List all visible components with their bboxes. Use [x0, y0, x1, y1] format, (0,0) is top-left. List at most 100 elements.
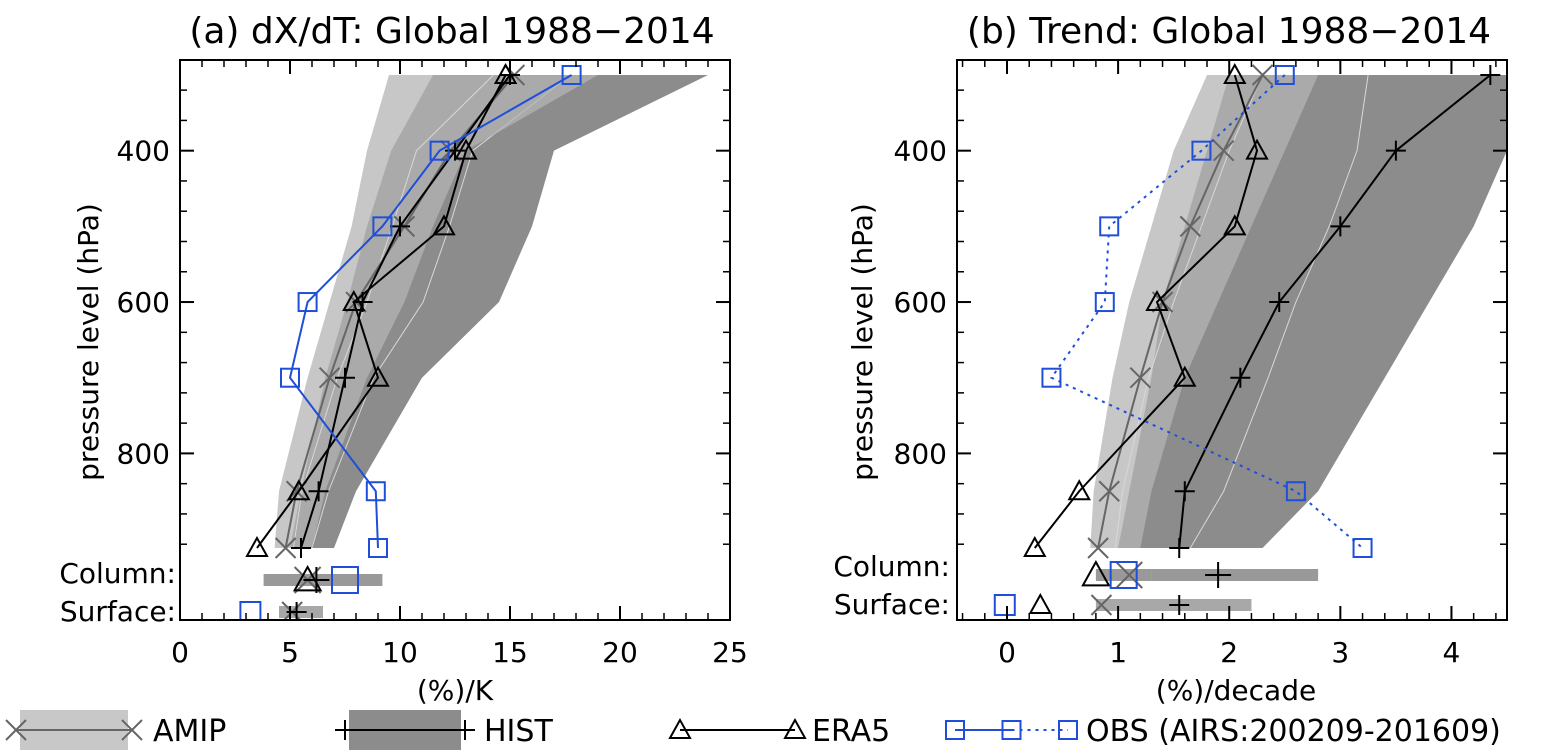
point-hist-a: [390, 216, 410, 237]
series-line-obs-b: [1049, 74, 1364, 549]
plot-frame-a: [179, 59, 731, 621]
point-obs-b: [1191, 140, 1212, 161]
hist-band-center-b: [1189, 74, 1369, 549]
legend: AMIP HIST ERA5 OBS (AIRS:200209-201609): [5, 710, 1501, 750]
point-obs-b: [1352, 538, 1373, 558]
legend-label-obs: OBS (AIRS:200209-201609): [1086, 714, 1501, 749]
column-point-era5-b: [1081, 559, 1111, 587]
point-hist-b: [1269, 292, 1290, 313]
point-amip-b: [1087, 537, 1109, 559]
point-hist-b: [1174, 481, 1195, 502]
y-tick-label-b: 800: [894, 437, 947, 470]
point-obs-a: [429, 140, 450, 161]
surface-row-label-a: Surface:: [60, 595, 176, 628]
x-tick-label-a: 0: [171, 636, 189, 669]
point-hist-b: [1230, 367, 1251, 388]
column-row-label-a: Column:: [59, 557, 176, 590]
point-hist-b: [1385, 140, 1406, 161]
point-era5-b: [1223, 214, 1247, 236]
column-point-hist-b: [1205, 562, 1232, 588]
legend-marker-3: [1058, 720, 1078, 740]
point-era5-a: [432, 214, 456, 236]
y-tick-label-b: 400: [894, 135, 947, 168]
legend-marker-2: [668, 717, 692, 739]
point-era5-a: [366, 365, 390, 387]
x-tick-label-a: 5: [281, 636, 299, 669]
x-tick-label-b: 0: [998, 636, 1016, 669]
column-range-hist-b: [1151, 569, 1319, 581]
x-tick-label-a: 15: [492, 636, 528, 669]
point-hist-a: [335, 367, 355, 388]
legend-label-era5: ERA5: [812, 714, 890, 749]
point-obs-b: [1274, 65, 1295, 85]
legend-marker-0: [121, 719, 143, 741]
column-point-obs-a: [331, 566, 359, 594]
legend-marker-2: [783, 717, 807, 739]
surface-point-obs-a: [239, 601, 262, 620]
column-point-obs-b: [1109, 561, 1138, 589]
chart-title-b: (b) Trend: Global 1988−2014: [967, 11, 1491, 52]
point-era5-a: [287, 479, 311, 501]
surface-range-hist-b: [1129, 599, 1252, 611]
x-tick-label-b: 4: [1443, 636, 1461, 669]
plot-area-b: 0 1 2 3 4 400 600 800: [894, 59, 1508, 669]
point-obs-a: [297, 292, 318, 313]
legend-marker-1: [335, 720, 355, 740]
plot-inner-b: [993, 62, 1507, 616]
y-tick-label-a: 600: [117, 286, 170, 319]
x-tick-label-b: 3: [1331, 636, 1349, 669]
x-tick-label-b: 2: [1220, 636, 1238, 669]
series-line-era5-a: [256, 74, 507, 549]
y-tick-label-b: 600: [894, 286, 947, 319]
y-tick-label-a: 800: [117, 437, 170, 470]
legend-marker-0: [5, 719, 27, 741]
surface-point-obs-b: [993, 594, 1016, 616]
x-tick-label-a: 20: [602, 636, 638, 669]
point-hist-b: [1330, 216, 1351, 237]
legend-marker-3: [1001, 720, 1022, 740]
point-era5-b: [1245, 138, 1269, 160]
y-axis-label-a: pressure level (hPa): [72, 203, 105, 481]
x-axis-label-a: (%)/K: [417, 674, 494, 707]
series-line-obs-a: [288, 74, 573, 549]
plot-inner-a: [239, 62, 708, 620]
plot-area-a: 0 5 10 15 20 25 400 600 800: [117, 59, 748, 669]
column-point-hist-a: [303, 567, 330, 593]
point-era5-b: [1173, 365, 1197, 387]
column-point-amip-b: [1115, 561, 1143, 589]
legend-label-amip: AMIP: [153, 714, 226, 749]
column-point-era5-a: [292, 564, 323, 592]
surface-row-label-b: Surface:: [834, 588, 950, 621]
point-obs-a: [280, 367, 300, 388]
point-amip-a: [274, 537, 297, 559]
column-row-label-b: Column:: [833, 550, 950, 583]
surface-point-hist-b: [1169, 595, 1190, 615]
legend-marker-3: [945, 720, 965, 740]
point-obs-b: [1094, 292, 1115, 313]
point-obs-a: [561, 65, 582, 85]
point-hist-a: [308, 481, 329, 502]
x-axis-label-b: (%)/decade: [1156, 674, 1316, 707]
point-era5-a: [454, 138, 478, 160]
point-obs-a: [365, 481, 386, 502]
point-era5-b: [1023, 535, 1047, 557]
point-era5-b: [1067, 479, 1091, 501]
point-amip-a: [318, 367, 341, 389]
y-tick-label-a: 400: [117, 135, 170, 168]
point-obs-b: [1041, 367, 1062, 388]
surface-point-era5-b: [1028, 592, 1053, 614]
chart-title-a: (a) dX/dT: Global 1988−2014: [189, 11, 714, 52]
point-obs-b: [1285, 481, 1306, 502]
point-hist-a: [291, 538, 311, 558]
legend-marker-1: [455, 720, 475, 740]
point-obs-a: [368, 538, 388, 558]
y-axis-label-b: pressure level (hPa): [846, 203, 879, 481]
plot-frame-b: [956, 59, 1508, 621]
point-amip-b: [1251, 64, 1274, 86]
point-hist-b: [1480, 65, 1501, 85]
point-era5-b: [1145, 289, 1169, 312]
legend-label-hist: HIST: [484, 714, 553, 749]
point-era5-a: [245, 535, 269, 557]
point-era5-a: [342, 289, 366, 312]
